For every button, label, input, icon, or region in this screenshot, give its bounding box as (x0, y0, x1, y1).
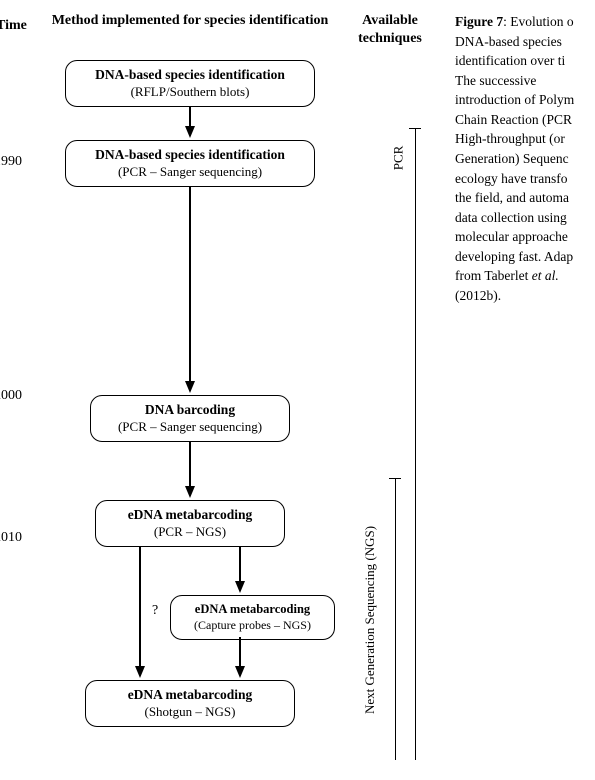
pcr-track-tick (409, 128, 421, 129)
box-barcoding-sub: (PCR – Sanger sequencing) (101, 419, 279, 435)
box-edna-shotgun-title: eDNA metabarcoding (96, 687, 284, 704)
arrow-icon (185, 106, 205, 140)
box-edna-shotgun-sub: (Shotgun – NGS) (96, 704, 284, 720)
tech-header: Available techniques (350, 12, 430, 48)
caption-text: Figure 7: Evolution o DNA-based species … (455, 12, 595, 305)
box-edna-capture: eDNA metabarcoding (Capture probes – NGS… (170, 595, 335, 640)
time-label-1990: 1990 (0, 154, 22, 170)
caption-label: Figure 7 (455, 14, 503, 29)
box-rflp: DNA-based species identification (RFLP/S… (65, 60, 315, 107)
question-mark: ? (152, 603, 158, 619)
pcr-track-line (415, 128, 416, 760)
time-label-2010: 2010 (0, 530, 22, 546)
box-edna-capture-sub: (Capture probes – NGS) (181, 618, 324, 633)
box-rflp-sub: (RFLP/Southern blots) (76, 84, 304, 100)
time-header: Time (0, 18, 27, 34)
box-barcoding: DNA barcoding (PCR – Sanger sequencing) (90, 395, 290, 442)
box-edna-shotgun: eDNA metabarcoding (Shotgun – NGS) (85, 680, 295, 727)
figure-caption: Figure 7: Evolution o DNA-based species … (455, 12, 595, 305)
method-header: Method implemented for species identific… (40, 12, 340, 30)
arrow-icon (185, 186, 205, 395)
box-edna-pcr-ngs-title: eDNA metabarcoding (106, 507, 274, 524)
box-barcoding-title: DNA barcoding (101, 402, 279, 419)
pcr-track-label: PCR (390, 146, 406, 171)
ngs-track-label: Next Generation Sequencing (NGS) (362, 526, 378, 714)
arrow-icon (235, 637, 255, 680)
ngs-track-tick (389, 478, 401, 479)
box-edna-pcr-ngs-sub: (PCR – NGS) (106, 524, 274, 540)
box-edna-capture-title: eDNA metabarcoding (181, 602, 324, 618)
box-pcr-sanger: DNA-based species identification (PCR – … (65, 140, 315, 187)
arrow-icon (235, 546, 255, 595)
ngs-track-line (395, 478, 396, 760)
box-pcr-sanger-title: DNA-based species identification (76, 147, 304, 164)
arrow-icon (185, 441, 205, 500)
box-rflp-title: DNA-based species identification (76, 67, 304, 84)
box-edna-pcr-ngs: eDNA metabarcoding (PCR – NGS) (95, 500, 285, 547)
box-pcr-sanger-sub: (PCR – Sanger sequencing) (76, 164, 304, 180)
time-label-2000: 2000 (0, 388, 22, 404)
